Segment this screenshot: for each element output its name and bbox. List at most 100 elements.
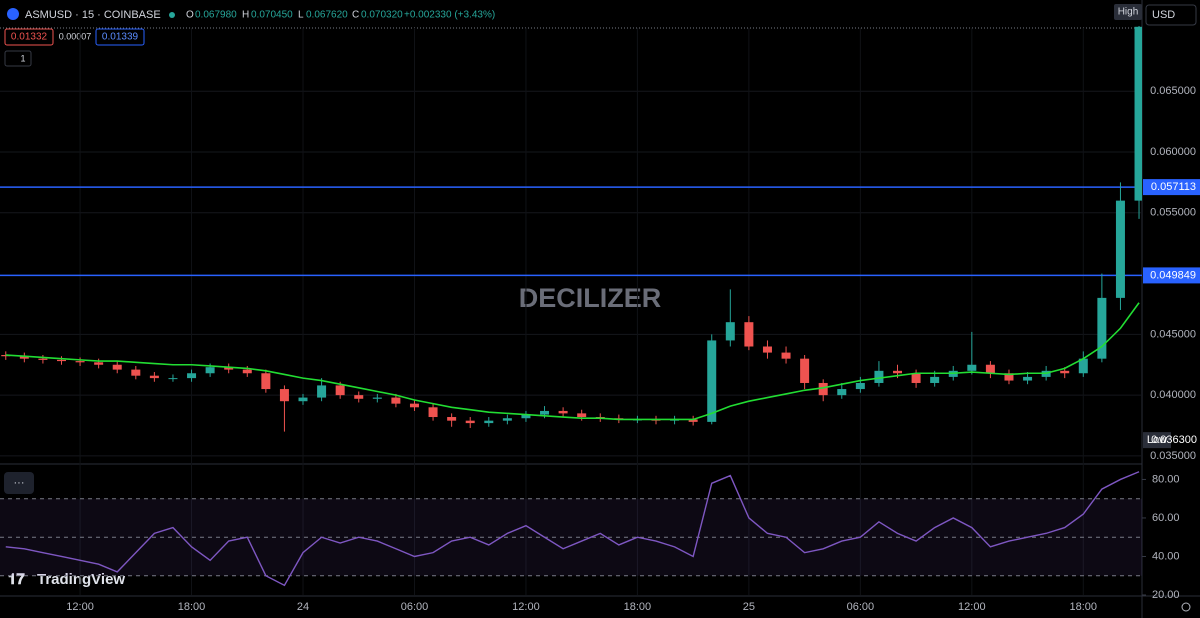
x-tick-label: 18:00 <box>624 601 652 613</box>
candle-body <box>707 340 717 422</box>
x-tick-label: 12:00 <box>66 601 94 613</box>
candle-body <box>242 369 252 374</box>
price-label-box <box>1143 267 1200 284</box>
rsi-tick-label: 20.00 <box>1152 589 1180 601</box>
candle-body <box>298 397 308 402</box>
candle-body <box>56 359 66 362</box>
rsi-tick-label: 60.00 <box>1152 512 1180 524</box>
candle-body <box>1078 358 1088 374</box>
interval-badge: 1 <box>20 53 25 63</box>
symbol-icon <box>7 8 19 20</box>
candle-body <box>447 417 457 421</box>
brand: TradingView <box>37 571 125 588</box>
candle-body <box>967 364 977 371</box>
candle-body <box>540 410 550 415</box>
candle-body <box>837 389 847 396</box>
candle-body <box>800 358 810 383</box>
low-value-box <box>1172 432 1200 449</box>
l-value: 0.067620 <box>306 10 348 21</box>
settings-icon <box>1181 602 1191 612</box>
candle-body <box>762 346 772 353</box>
candle-body <box>465 420 475 424</box>
candles <box>1 26 1142 432</box>
currency: USD <box>1152 9 1175 21</box>
candle-body <box>725 322 735 341</box>
candle-body <box>261 373 271 390</box>
h-value: 0.070450 <box>251 10 293 21</box>
brand-logo: 𝟏𝟕 <box>8 571 25 588</box>
ask-box[interactable] <box>95 28 145 46</box>
candle-body <box>1023 376 1033 381</box>
x-tick-label: 18:00 <box>1070 601 1098 613</box>
low-name: Low <box>1147 434 1167 446</box>
more-icon: ··· <box>14 477 25 489</box>
l-label: L <box>298 10 304 21</box>
more-button[interactable] <box>4 472 34 494</box>
candle-body <box>409 403 419 408</box>
y-tick-label: 0.045000 <box>1150 328 1196 340</box>
high-badge: High <box>1118 7 1139 18</box>
candle-body <box>577 413 587 418</box>
candle-body <box>317 385 327 398</box>
c-value: 0.070320 <box>361 10 403 21</box>
status-dot <box>169 12 175 18</box>
x-tick-label: 18:00 <box>178 601 206 613</box>
bid: 0.01332 <box>11 32 48 43</box>
candle-body <box>855 382 865 390</box>
x-tick-label: 25 <box>743 601 755 613</box>
rsi-tick-label: 80.00 <box>1152 473 1180 485</box>
candle-body <box>391 397 401 404</box>
candle-body <box>1004 373 1014 381</box>
candle-body <box>224 367 234 370</box>
candle-body <box>354 395 364 399</box>
candle-body <box>75 361 85 363</box>
low-box <box>1143 432 1171 449</box>
candle-body <box>279 389 289 402</box>
candle-body <box>484 420 494 424</box>
y-tick-label: 0.065000 <box>1150 85 1196 97</box>
candle-body <box>335 385 345 396</box>
candle-body <box>131 369 141 376</box>
x-tick-label: 12:00 <box>512 601 540 613</box>
candle-body <box>112 364 122 370</box>
candle-body <box>893 370 903 374</box>
candle-body <box>428 407 438 418</box>
x-tick-label: 06:00 <box>847 601 875 613</box>
interval-box[interactable] <box>4 50 32 67</box>
change: +0.002330 (+3.43%) <box>404 10 495 21</box>
currency-box[interactable] <box>1145 4 1197 26</box>
spread: 0.00007 <box>59 31 92 41</box>
ask: 0.01339 <box>102 32 139 43</box>
candle-body <box>985 364 995 374</box>
x-tick-label: 06:00 <box>401 601 429 613</box>
x-tick-label: 24 <box>297 601 309 613</box>
moving-average <box>5 302 1140 421</box>
h-label: H <box>242 10 249 21</box>
candle-body <box>1097 297 1107 359</box>
rsi-line <box>5 471 1140 587</box>
y-tick-label: 0.055000 <box>1150 207 1196 219</box>
bid-box[interactable] <box>4 28 54 46</box>
o-label: O <box>186 10 194 21</box>
candle-body <box>818 382 828 396</box>
candle-body <box>874 370 884 383</box>
price-label: 0.049849 <box>1150 269 1196 281</box>
candle-body <box>149 375 159 379</box>
o-value: 0.067980 <box>195 10 237 21</box>
y-tick-label: 0.040000 <box>1150 389 1196 401</box>
y-tick-label: 0.035000 <box>1150 450 1196 462</box>
candle-body <box>744 322 754 347</box>
candle-body <box>38 358 48 360</box>
candle-body <box>521 414 531 419</box>
watermark: DECILIZER <box>519 283 662 313</box>
candle-body <box>781 352 791 359</box>
c-label: C <box>352 10 359 21</box>
symbol: ASMUSD · 15 · COINBASE <box>25 9 161 21</box>
candle-body <box>502 418 512 421</box>
candle-body <box>1134 26 1142 201</box>
candle-body <box>558 410 568 414</box>
price-label-box <box>1143 179 1200 196</box>
